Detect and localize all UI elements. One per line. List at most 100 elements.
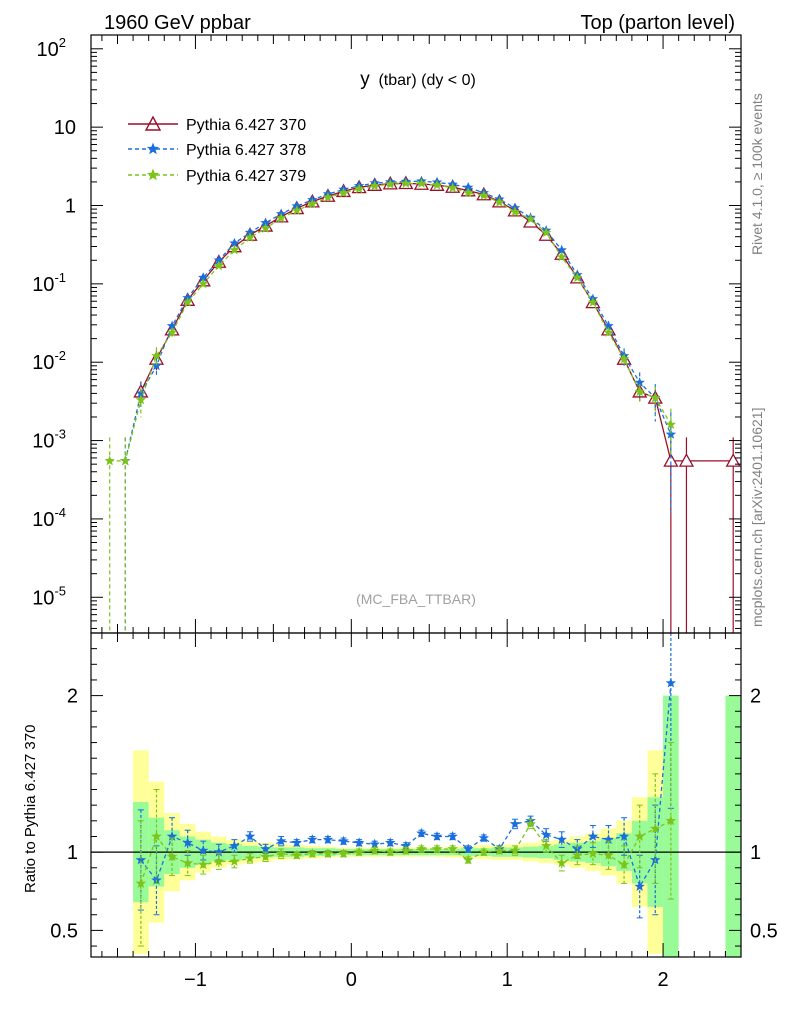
ratio-point-379 xyxy=(229,856,240,866)
data-point-370 xyxy=(678,453,695,467)
data-point-379 xyxy=(369,180,380,191)
main-y-tick-label: 1 xyxy=(65,196,76,218)
ratio-point-378 xyxy=(260,843,271,854)
tick-mantissa: 10 xyxy=(54,117,76,139)
legend: Pythia 6.427 370 Pythia 6.427 378 Pythia… xyxy=(128,115,306,185)
main-y-tick-label: 10-5 xyxy=(32,583,66,609)
data-point-379 xyxy=(634,386,645,397)
data-point-379 xyxy=(494,196,505,207)
data-point-378 xyxy=(603,320,614,331)
data-point-379 xyxy=(431,179,443,190)
data-point-370 xyxy=(663,453,679,467)
data-point-378 xyxy=(463,181,474,192)
data-point-379 xyxy=(478,190,489,200)
ratio-point-379 xyxy=(322,848,334,859)
main-y-tick-label: 10-1 xyxy=(32,270,66,296)
data-point-379 xyxy=(229,244,240,255)
data-point-379 xyxy=(650,392,661,403)
ratio-point-378 xyxy=(431,831,443,841)
ratio-y-axis-label: Ratio to Pythia 6.427 370 xyxy=(22,725,39,893)
ratio-x-tick-label: 1 xyxy=(502,969,513,991)
ratio-point-378 xyxy=(556,834,567,845)
series-379 xyxy=(104,178,677,633)
tick-mantissa: 10 xyxy=(32,509,54,531)
data-point-379 xyxy=(322,191,334,202)
ratio-point-378 xyxy=(603,834,614,845)
tick-exponent: -2 xyxy=(54,348,66,363)
ratio-point-379 xyxy=(634,831,645,841)
main-y-tick-label: 102 xyxy=(37,35,66,61)
ratio-point-378 xyxy=(338,835,349,846)
green-band-bin xyxy=(725,695,741,957)
ratio-point-379 xyxy=(307,848,318,859)
ratio-point-379 xyxy=(353,846,365,857)
plot-title: y (tbar) (dy < 0) xyxy=(360,69,476,90)
tick-mantissa: 10 xyxy=(32,587,54,609)
data-point-378 xyxy=(229,237,240,248)
ratio-point-379 xyxy=(540,840,552,851)
data-point-379 xyxy=(463,187,474,198)
ratio-point-379 xyxy=(556,857,567,868)
series-370 xyxy=(133,175,741,633)
ratio-point-379 xyxy=(244,852,256,863)
ratio-point-379 xyxy=(572,849,583,860)
data-point-379 xyxy=(618,353,630,364)
main-y-tick-label: 10-3 xyxy=(32,427,66,453)
ratio-point-379 xyxy=(260,851,271,862)
header-right-title: Top (parton level) xyxy=(580,12,735,34)
ratio-point-379 xyxy=(447,843,458,854)
ratio-point-378 xyxy=(244,831,256,841)
data-point-379 xyxy=(198,278,209,289)
ratio-point-378 xyxy=(618,831,630,841)
data-point-379 xyxy=(665,419,677,429)
ratio-plot-series xyxy=(91,632,741,947)
data-point-379 xyxy=(385,178,396,189)
ratio-y-tick-label-right: 0.5 xyxy=(750,920,778,942)
data-point-379 xyxy=(416,178,427,188)
main-y-tick-label: 10 xyxy=(54,117,76,139)
legend-marker-370 xyxy=(144,115,162,131)
ratio-point-379 xyxy=(369,845,380,855)
ratio-point-378 xyxy=(275,835,287,846)
data-point-379 xyxy=(182,296,193,307)
ratio-point-379 xyxy=(198,859,209,870)
data-point-378 xyxy=(166,320,178,331)
data-point-379 xyxy=(104,455,115,466)
legend-marker-378 xyxy=(146,142,160,155)
ratio-point-378 xyxy=(135,854,147,865)
ratio-x-tick-label: 2 xyxy=(657,969,668,991)
tick-mantissa: 10 xyxy=(32,431,54,453)
tick-exponent: -3 xyxy=(54,427,66,442)
ratio-point-378 xyxy=(478,832,489,843)
data-point-379 xyxy=(244,232,256,242)
ratio-point-378 xyxy=(166,831,178,841)
data-point-379 xyxy=(400,178,412,188)
ratio-point-379 xyxy=(494,845,505,855)
ratio-point-379 xyxy=(151,831,162,841)
data-point-378 xyxy=(213,254,224,265)
main-y-tick-label: 10-4 xyxy=(32,505,66,531)
ratio-point-378 xyxy=(307,834,318,845)
ratio-point-378 xyxy=(291,837,302,848)
ratio-series-378 xyxy=(135,632,677,919)
ratio-plot-frame xyxy=(90,632,742,958)
data-point-378 xyxy=(260,217,271,228)
ratio-series-379 xyxy=(135,742,677,947)
data-point-379 xyxy=(151,350,162,361)
ratio-point-379 xyxy=(603,849,614,860)
ratio-y-tick-label-left: 1 xyxy=(67,842,78,864)
tick-mantissa: 10 xyxy=(32,274,54,296)
data-point-379 xyxy=(307,198,318,209)
data-point-378 xyxy=(151,360,162,371)
ratio-point-378 xyxy=(213,846,224,857)
series-line-370 xyxy=(140,182,734,462)
ratio-point-378 xyxy=(447,831,458,841)
data-point-379 xyxy=(603,326,614,337)
data-point-379 xyxy=(135,394,147,405)
data-point-379 xyxy=(525,213,536,224)
ratio-point-378 xyxy=(587,831,599,841)
ratio-point-379 xyxy=(416,843,427,854)
ratio-point-379 xyxy=(135,877,147,888)
data-point-379 xyxy=(291,205,302,216)
